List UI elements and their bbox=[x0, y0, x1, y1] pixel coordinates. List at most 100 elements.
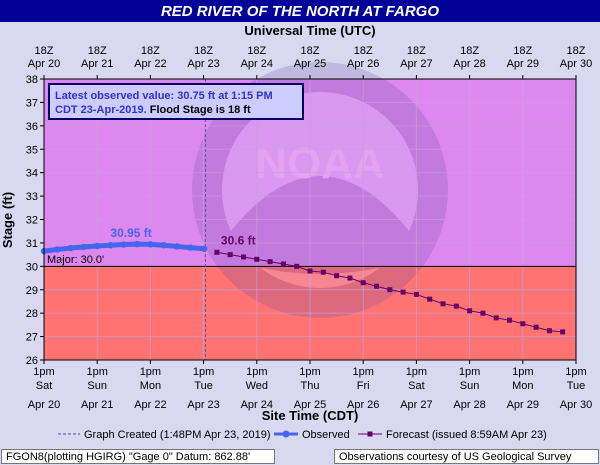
title-bar bbox=[0, 0, 600, 22]
forecast-point bbox=[413, 291, 419, 297]
observed-point bbox=[160, 242, 167, 249]
plot-frame bbox=[43, 78, 577, 361]
top-tick-time: 18Z bbox=[35, 45, 54, 57]
top-tick-time: 18Z bbox=[88, 45, 107, 57]
major-label: Major: 30.0' bbox=[47, 254, 104, 266]
forecast-point bbox=[374, 283, 379, 289]
observed-point bbox=[94, 242, 101, 250]
y-tick-label: 35 bbox=[26, 144, 38, 156]
info-line-2b: Flood Stage is 18 ft bbox=[147, 104, 251, 116]
observed-point bbox=[67, 244, 74, 252]
forecast-point bbox=[560, 329, 566, 335]
y-tick-label: 33 bbox=[26, 191, 38, 203]
forecast-point bbox=[280, 261, 286, 267]
top-tick-date: Apr 24 bbox=[241, 58, 273, 70]
forecast-point bbox=[387, 287, 393, 293]
y-tick-label: 36 bbox=[26, 121, 38, 133]
bottom-tick-date: Apr 28 bbox=[453, 399, 485, 411]
top-tick-date: Apr 21 bbox=[81, 58, 113, 70]
observed-point bbox=[54, 246, 61, 253]
chart-title: RED RIVER OF THE NORTH AT FARGO bbox=[161, 3, 439, 20]
top-tick-date: Apr 30 bbox=[560, 58, 592, 70]
bottom-tick-date: Apr 30 bbox=[560, 399, 592, 411]
observed-point bbox=[173, 243, 181, 250]
observed-point bbox=[107, 242, 114, 249]
forecast-point bbox=[320, 269, 326, 275]
forecast-point bbox=[453, 303, 459, 309]
legend-forecast: Forecast (issued 8:59AM Apr 23) bbox=[386, 429, 547, 441]
peak-observed-label: 30.95 ft bbox=[110, 226, 151, 240]
legend: Graph Created (1:48PM Apr 23, 2019) Obse… bbox=[58, 429, 547, 441]
forecast-point bbox=[440, 301, 446, 307]
observed-point bbox=[120, 241, 128, 248]
bottom-tick-time: 1pm bbox=[565, 366, 586, 378]
legend-observed: Observed bbox=[302, 429, 350, 441]
observed-point bbox=[200, 245, 208, 252]
bottom-tick-date: Apr 26 bbox=[347, 399, 379, 411]
watermark-text: NOAA bbox=[255, 139, 385, 188]
forecast-point bbox=[533, 324, 539, 330]
y-tick-label: 31 bbox=[26, 238, 38, 250]
hydrograph-chart: RED RIVER OF THE NORTH AT FARGO Universa… bbox=[0, 0, 600, 441]
bottom-tick-date: Apr 25 bbox=[294, 399, 326, 411]
forecast-point bbox=[214, 249, 220, 255]
info-box: Latest observed value: 30.75 ft at 1:15 … bbox=[48, 83, 304, 120]
observed-point bbox=[80, 243, 88, 251]
top-tick-time: 18Z bbox=[141, 45, 160, 57]
bottom-tick-time: 1pm bbox=[33, 366, 54, 378]
footer-credit: Observations courtesy of US Geological S… bbox=[334, 449, 599, 464]
observed-point bbox=[133, 240, 141, 248]
bottom-tick-date: Apr 22 bbox=[134, 399, 166, 411]
y-axis-title: Stage (ft) bbox=[0, 192, 15, 248]
y-tick-label: 32 bbox=[26, 215, 38, 227]
forecast-point bbox=[493, 315, 499, 321]
forecast-point bbox=[334, 273, 340, 279]
top-tick-date: Apr 22 bbox=[134, 58, 166, 70]
forecast-point bbox=[347, 275, 353, 281]
bottom-tick-weekday: Sun bbox=[460, 380, 480, 392]
top-tick-date: Apr 29 bbox=[507, 58, 539, 70]
top-tick-date: Apr 23 bbox=[187, 58, 219, 70]
bottom-tick-time: 1pm bbox=[193, 366, 214, 378]
y-tick-label: 37 bbox=[26, 97, 38, 109]
svg-text:CDT 23-Apr-2019. Flood Stage i: CDT 23-Apr-2019. Flood Stage is 18 ft bbox=[55, 104, 251, 116]
bottom-tick-weekday: Fri bbox=[357, 380, 370, 392]
forecast-point bbox=[267, 259, 273, 265]
legend-created: Graph Created (1:48PM Apr 23, 2019) bbox=[84, 429, 271, 441]
y-tick-label: 34 bbox=[26, 168, 38, 180]
bottom-tick-date: Apr 29 bbox=[507, 399, 539, 411]
top-tick-date: Apr 28 bbox=[453, 58, 485, 70]
bottom-tick-date: Apr 27 bbox=[400, 399, 432, 411]
bottom-tick-weekday: Tue bbox=[567, 380, 586, 392]
bottom-tick-weekday: Mon bbox=[140, 380, 161, 392]
forecast-point bbox=[467, 308, 473, 314]
bottom-tick-weekday: Thu bbox=[301, 380, 320, 392]
top-tick-date: Apr 20 bbox=[28, 58, 60, 70]
forecast-point bbox=[360, 280, 366, 286]
bottom-tick-weekday: Sat bbox=[36, 380, 53, 392]
bottom-tick-date: Apr 20 bbox=[28, 399, 60, 411]
bottom-tick-time: 1pm bbox=[299, 366, 320, 378]
bottom-tick-time: 1pm bbox=[86, 366, 107, 378]
peak-forecast-label: 30.6 ft bbox=[221, 233, 256, 247]
forecast-point bbox=[241, 254, 246, 260]
observed-point bbox=[187, 244, 194, 251]
forecast-point bbox=[480, 310, 486, 316]
bottom-tick-weekday: Wed bbox=[246, 380, 268, 392]
forecast-point bbox=[254, 256, 260, 262]
top-tick-time: 18Z bbox=[354, 45, 373, 57]
top-tick-time: 18Z bbox=[301, 45, 320, 57]
bottom-tick-date: Apr 21 bbox=[81, 399, 113, 411]
bottom-tick-weekday: Sat bbox=[408, 380, 425, 392]
forecast-point bbox=[307, 268, 313, 274]
y-tick-label: 38 bbox=[26, 74, 38, 86]
bottom-tick-time: 1pm bbox=[459, 366, 480, 378]
forecast-point bbox=[520, 321, 526, 327]
bottom-tick-weekday: Sun bbox=[87, 380, 107, 392]
top-axis-title: Universal Time (UTC) bbox=[244, 23, 375, 38]
y-tick-label: 27 bbox=[26, 332, 38, 344]
top-tick-date: Apr 25 bbox=[294, 58, 326, 70]
top-tick-time: 18Z bbox=[460, 45, 479, 57]
